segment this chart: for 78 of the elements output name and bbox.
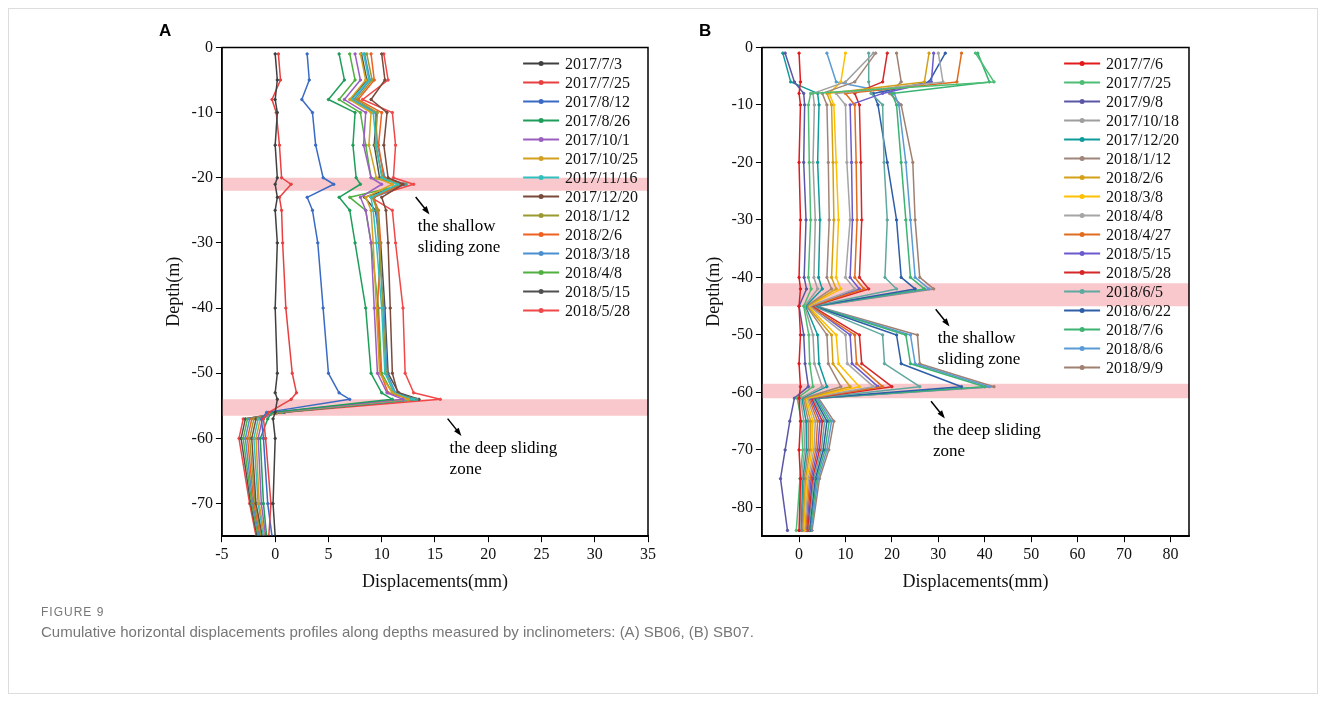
y-axis-title: Depth(m) [702, 256, 724, 327]
x-tick-label: 10 [837, 545, 854, 562]
legend-label: 2018/5/28 [565, 301, 630, 319]
x-tick-label: 80 [1162, 545, 1179, 562]
y-tick-label: -20 [191, 167, 213, 185]
y-tick-label: -10 [191, 102, 213, 120]
x-tick-label: 35 [640, 545, 656, 562]
x-tick-label: 25 [533, 545, 550, 562]
x-tick-label: 40 [976, 545, 993, 562]
x-tick-label: 30 [586, 545, 603, 562]
y-tick-label: -60 [731, 382, 753, 400]
x-tick-label: 5 [324, 545, 333, 562]
y-tick-label: -50 [191, 363, 213, 381]
legend-label: 2018/5/28 [1106, 263, 1171, 281]
x-tick-label: 15 [426, 545, 443, 562]
x-tick-label: 0 [795, 545, 804, 562]
legend-label: 2018/5/15 [565, 282, 630, 300]
x-tick-label: 70 [1116, 545, 1133, 562]
legend-label: 2017/7/6 [1106, 54, 1163, 72]
annotation: the deep sliding zone [933, 420, 1042, 461]
legend-label: 2018/4/8 [1106, 206, 1163, 224]
legend-label: 2018/8/6 [1106, 339, 1163, 357]
legend-label: 2018/1/12 [565, 206, 630, 224]
y-tick-label: -40 [191, 298, 213, 316]
y-tick-label: -30 [191, 233, 213, 251]
y-tick-label: -10 [731, 95, 753, 113]
legend-label: 2017/7/3 [565, 54, 622, 72]
y-tick-label: -50 [731, 325, 753, 343]
annotation: the deep sliding zone [449, 437, 558, 478]
x-tick-label: 30 [930, 545, 947, 562]
y-tick-label: -80 [731, 497, 753, 515]
legend-label: 2018/2/6 [565, 225, 622, 243]
legend-label: 2018/3/8 [1106, 187, 1163, 205]
legend-label: 2017/10/18 [1106, 111, 1179, 129]
y-tick-label: -70 [731, 440, 753, 458]
y-tick-label: -30 [731, 210, 753, 228]
legend-label: 2018/6/22 [1106, 301, 1171, 319]
x-tick-label: 20 [480, 545, 497, 562]
legend-label: 2017/9/8 [1106, 92, 1163, 110]
legend-label: 2018/2/6 [1106, 168, 1163, 186]
legend-label: 2018/1/12 [1106, 149, 1171, 167]
x-tick-label: 0 [271, 545, 280, 562]
y-tick-label: -60 [191, 428, 213, 446]
caption: FIGURE 9 [41, 605, 106, 619]
x-axis-title: Displacements(mm) [361, 570, 508, 592]
x-tick-label: 60 [1069, 545, 1086, 562]
legend-label: 2017/10/25 [565, 149, 638, 167]
legend-label: 2018/4/8 [565, 263, 622, 281]
legend-label: 2017/12/20 [1106, 130, 1179, 148]
legend-label: 2017/8/26 [565, 111, 630, 129]
y-tick-label: 0 [204, 37, 213, 55]
text: Cumulative horizontal displacements profiles along depths measured by inclinometers: (A) SB06, (B) SB07. [41, 623, 755, 640]
legend-label: 2018/7/6 [1106, 320, 1163, 338]
legend-label: 2018/6/5 [1106, 282, 1163, 300]
legend-label: 2018/4/27 [1106, 225, 1171, 243]
x-tick-label: -5 [215, 545, 229, 562]
chart-title: A [159, 20, 172, 40]
legend-label: 2017/7/25 [1106, 73, 1171, 91]
legend-label: 2017/12/20 [565, 187, 638, 205]
x-axis-title: Displacements(mm) [902, 570, 1049, 592]
legend-label: 2018/9/9 [1106, 358, 1163, 376]
x-tick-label: 50 [1023, 545, 1040, 562]
legend-label: 2017/11/16 [565, 168, 638, 186]
annotation: the shallow sliding zone [417, 216, 501, 257]
chart-title: B [699, 20, 712, 40]
legend-label: 2017/10/1 [565, 130, 630, 148]
y-tick-label: 0 [744, 37, 753, 55]
legend-label: 2017/8/12 [565, 92, 630, 110]
annotation: the shallow sliding zone [937, 328, 1021, 369]
y-tick-label: -40 [731, 267, 753, 285]
x-tick-label: 10 [373, 545, 390, 562]
y-tick-label: -20 [731, 152, 753, 170]
y-tick-label: -70 [191, 493, 213, 511]
y-axis-title: Depth(m) [162, 256, 184, 327]
legend-label: 2018/5/15 [1106, 244, 1171, 262]
legend-label: 2018/3/18 [565, 244, 630, 262]
legend-label: 2017/7/25 [565, 73, 630, 91]
x-tick-label: 20 [883, 545, 900, 562]
